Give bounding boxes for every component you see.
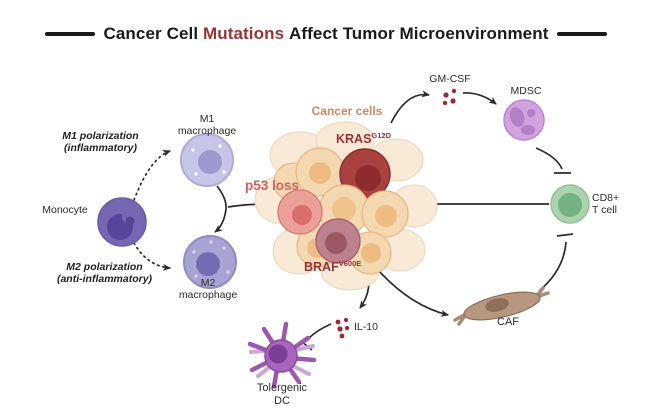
figure-title: Cancer Cell Mutations Affect Tumor Micro… (0, 24, 652, 44)
title-highlight: Mutations (202, 24, 285, 43)
monocyte-cell (97, 197, 147, 247)
m2-polarization-label: M2 polarization (anti-inflammatory) (56, 261, 153, 286)
braf-mutant-cell (315, 218, 361, 264)
mdsc-label: MDSC (510, 85, 542, 97)
edge-monocyte-to-m2 (133, 242, 171, 271)
braf-mutation-label: BRAFV600E (304, 259, 362, 275)
tbar-caf-cd8 (556, 233, 574, 237)
edge-cancer-to-gmcsf (390, 90, 430, 124)
edge-cancer-to-caf (371, 262, 449, 317)
m1-macrophage-label: M1 macrophage (177, 113, 237, 138)
title-rule-right (557, 32, 608, 36)
p53-loss-cell (277, 189, 323, 235)
title-part2: Affect Tumor Microenvironment (288, 24, 549, 43)
caf-label: CAF (497, 316, 519, 328)
tolergenic-dc-label: Tolergenic DC (256, 382, 308, 407)
cancer-cells-label: Cancer cells (311, 104, 383, 118)
m1-macrophage-cell (180, 133, 234, 187)
title-text: Cancer Cell Mutations Affect Tumor Micro… (104, 24, 549, 44)
cd8-t-cell (550, 184, 590, 224)
tolergenic-dc-cell (247, 321, 317, 389)
mdsc-cell (503, 99, 545, 141)
monocyte-label: Monocyte (42, 204, 88, 216)
m1-polarization-label: M1 polarization (inflammatory) (62, 130, 139, 155)
cancer-cell-cluster (254, 121, 438, 291)
m2-macrophage-label: M2 macrophage (178, 277, 238, 302)
il10-label: IL-10 (354, 321, 378, 333)
gmcsf-label: GM-CSF (429, 73, 471, 85)
m2-macrophage-cell (183, 235, 237, 289)
edge-il10-to-dc (307, 323, 332, 340)
edge-gmcsf-to-mdsc (462, 92, 497, 105)
edge-mdsc-to-cd8 (535, 147, 563, 170)
il10-dots (335, 317, 350, 339)
caf-cell (453, 286, 550, 326)
kras-mutation-label: KRASG12D (336, 131, 392, 147)
title-part1: Cancer Cell (103, 24, 199, 43)
cd8-t-cell-label: CD8+ T cell (592, 192, 620, 217)
edge-caf-to-cd8 (538, 241, 567, 292)
edge-monocyte-to-m1 (133, 150, 171, 201)
p53-loss-label: p53 loss (245, 178, 300, 193)
title-rule-left (44, 32, 95, 36)
edge-m1-to-m2 (214, 185, 227, 233)
gmcsf-dots (442, 88, 457, 106)
